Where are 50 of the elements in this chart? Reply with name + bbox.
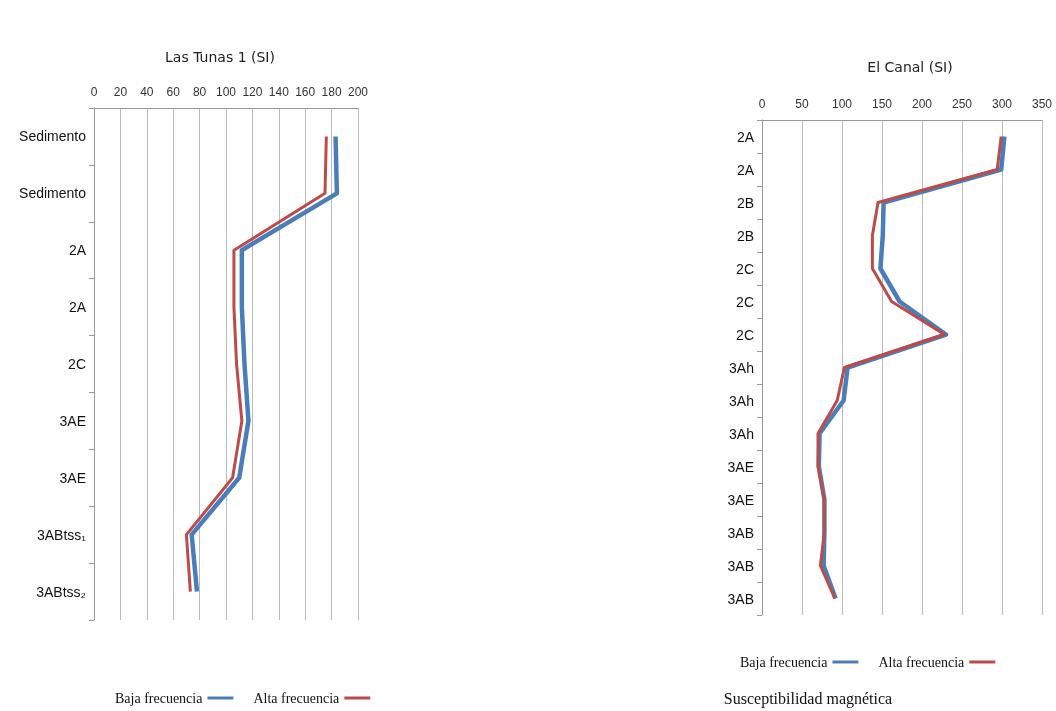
y-tick-label: 2A <box>68 299 87 316</box>
x-tick-label: 200 <box>347 85 369 99</box>
legend-label: Baja frecuencia <box>114 690 204 706</box>
y-tick-label: 3AB <box>727 590 754 607</box>
x-tick-label: 200 <box>911 97 933 111</box>
chart-title: Las Tunas 1 (SI) <box>165 49 275 65</box>
y-tick-label: 3Ah <box>729 359 754 376</box>
x-tick-label: 300 <box>991 97 1013 111</box>
y-tick-label: Sedimento <box>19 128 87 145</box>
x-tick-label: 0 <box>758 97 766 111</box>
y-tick-label: 2C <box>736 326 754 343</box>
y-tick-label: Sedimento <box>19 185 87 202</box>
x-tick-label: 350 <box>1031 97 1053 111</box>
y-tick-label: 3AE <box>727 458 754 475</box>
x-tick-label: 100 <box>215 85 237 99</box>
legend-label: Alta frecuencia <box>253 690 341 706</box>
y-tick-label: 2A <box>736 128 755 145</box>
y-tick-label: 3AE <box>727 491 754 508</box>
chart-title: El Canal (SI) <box>867 59 953 75</box>
y-tick-label: 3ABtss₂ <box>36 583 86 600</box>
x-tick-label: 0 <box>90 85 98 99</box>
x-tick-label: 160 <box>295 85 316 99</box>
y-tick-label: 2B <box>736 194 754 211</box>
y-tick-label: 2B <box>736 227 754 244</box>
y-tick-label: 2C <box>736 293 754 310</box>
legend-label: Alta frecuencia <box>878 654 966 670</box>
text: Susceptibilidad magnética <box>723 689 893 708</box>
x-tick-label: 180 <box>321 85 342 99</box>
y-tick-label: 2C <box>68 356 86 372</box>
x-tick-label: 60 <box>166 85 181 99</box>
y-tick-label: 2C <box>736 260 754 277</box>
x-tick-label: 50 <box>795 97 809 111</box>
y-tick-label: 3Ah <box>729 425 754 442</box>
x-tick-label: 100 <box>831 97 853 111</box>
legend-label: Baja frecuencia <box>739 654 829 670</box>
x-tick-label: 80 <box>192 85 207 99</box>
y-tick-label: 3Ah <box>729 392 754 409</box>
x-tick-label: 120 <box>242 85 263 99</box>
y-tick-label: 3AB <box>727 524 754 541</box>
y-tick-label: 2A <box>68 242 87 259</box>
x-tick-label: 250 <box>951 97 973 111</box>
y-tick-label: 3AB <box>727 557 754 574</box>
x-tick-label: 40 <box>140 85 154 99</box>
x-tick-label: 140 <box>268 85 290 99</box>
y-tick-label: 3ABtss₁ <box>36 526 87 543</box>
y-tick-label: 2A <box>736 161 755 178</box>
y-tick-label: 3AE <box>59 412 86 429</box>
y-tick-label: 3AE <box>59 469 86 486</box>
x-tick-label: 150 <box>871 97 893 111</box>
x-tick-label: 20 <box>113 85 128 99</box>
